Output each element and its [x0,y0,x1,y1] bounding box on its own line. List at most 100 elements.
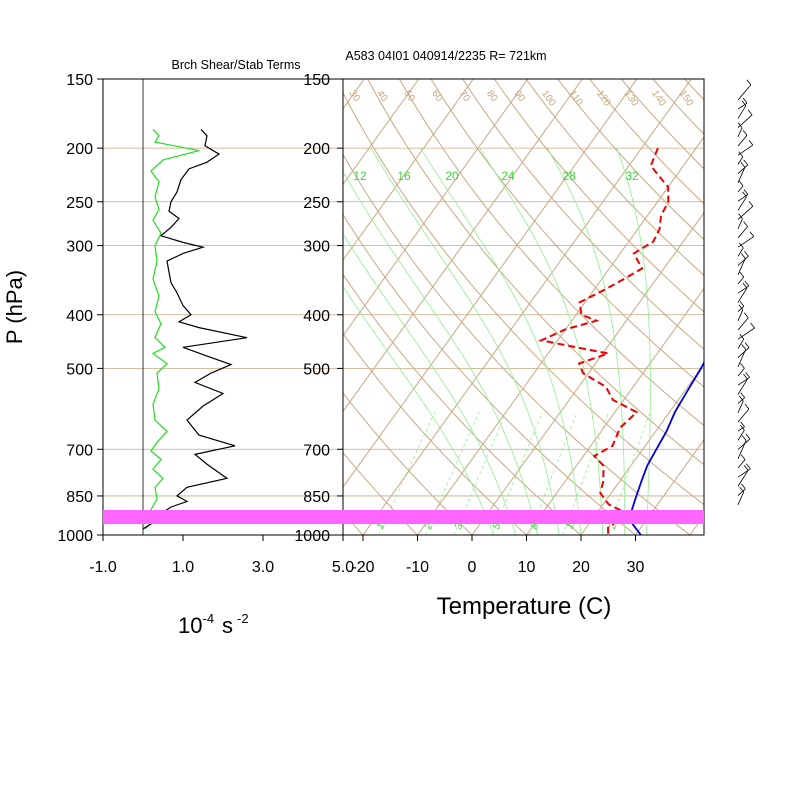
dry-adiabat [343,273,582,535]
wind-barb [737,426,745,432]
wind-barb [737,397,745,404]
mixing-ratio-line [562,412,609,535]
theta-label: 120 [594,88,613,108]
right-y-tick-label: 300 [303,239,330,256]
wind-barb [737,317,749,331]
wind-barb [737,327,755,340]
isotherm [343,79,474,261]
wind-barb-flag [745,372,750,378]
right-y-tick-label: 400 [303,308,330,325]
right-y-tick-label: 200 [303,141,330,158]
moist-adiabat [479,147,604,535]
wind-barb-flag [743,189,749,195]
wind-barb [737,347,750,358]
dewpoint-line [538,147,670,535]
mixing-bottom-label: 2 [423,521,436,532]
skew-t-frame [342,78,705,536]
wind-barb [737,102,748,110]
right-x-axis: -20 -10 0 10 20 30 [351,535,645,576]
right-x-axis-label: Temperature (C) [437,593,612,620]
theta-label: 140 [649,88,668,108]
mixing-top-label: 28 [562,169,576,183]
theta-label: 50 [402,88,418,104]
mixing-ratio-labels: 121620242832123581220 [353,169,639,532]
right-y-tick-label: 150 [303,72,330,89]
mixing-top-label: 24 [501,169,515,183]
left-y-tick-label: 400 [66,308,93,325]
dry-adiabat [716,79,800,535]
wind-barb [737,400,744,413]
isotherm [362,79,692,535]
wind-barb [737,105,747,119]
wind-barb-flag [739,333,745,340]
right-y-tick-label: 850 [303,489,330,506]
wind-barb [737,185,744,193]
mixing-ratio-line [606,412,651,535]
wind-barb [737,226,748,239]
wind-barb [737,488,746,496]
wind-barb-flag [743,159,749,166]
wind-barb [737,287,748,303]
isotherm [0,79,201,535]
theta-label: 100 [539,88,558,108]
wind-barbs [737,79,755,505]
right-x-tick-label: 0 [468,559,477,576]
dry-adiabat [462,79,704,350]
left-y-tick-label: 150 [66,72,93,89]
right-x-tick-label: -20 [351,559,374,576]
wind-barb-flag [743,221,748,227]
wind-barb [737,309,744,321]
wind-barb [737,378,748,395]
isotherm [580,363,704,535]
wind-barb-flag [741,100,747,106]
left-y-tick-label: 700 [66,442,93,459]
wind-barb-flag [738,304,744,311]
shear-term-line [142,128,248,530]
right-y-tick-label: 250 [303,195,330,212]
theta-label: 90 [512,88,528,104]
mixing-top-label: 16 [397,169,411,183]
wind-barb [737,491,745,505]
isotherm [635,439,704,535]
wind-barb [737,349,747,367]
right-x-tick-label: 20 [572,559,590,576]
left-y-tick-label: 250 [66,195,93,212]
dry-adiabat [343,392,473,535]
wind-barb-flag [742,191,747,198]
wind-barb [737,194,749,202]
moist-adiabat [420,147,582,535]
wind-barb [737,377,750,386]
wind-barb-flag [740,421,745,427]
wind-barb [737,305,745,312]
wind-barb-flag [741,435,747,441]
isotherm [471,211,704,535]
left-y-tick-label: 300 [66,239,93,256]
dry-adiabat [557,79,704,241]
wind-barb [737,135,748,147]
wind-barb [737,440,747,459]
wind-barb [737,236,755,248]
wind-barb-flag [743,373,748,380]
wind-barb-flag [740,454,746,460]
x-label-base: 10 [178,613,202,638]
moist-adiabat [370,147,560,535]
dry-adiabat [684,79,704,101]
theta-label: 70 [457,88,473,104]
left-x-tick-label: -1.0 [89,559,117,576]
isotherm [343,79,420,186]
left-y-tick-label: 500 [66,361,93,378]
wind-barb [737,368,745,377]
wind-barb-flag [742,282,748,289]
isotherm [0,79,255,535]
wind-barb-flag [739,300,745,307]
wind-barb-flag [745,433,751,440]
dry-adiabat [430,79,704,388]
mixing-bottom-label: 5 [491,521,504,532]
wind-barb-flag [737,122,743,128]
isotherm [417,136,704,535]
dry-adiabat [525,79,704,277]
x-label-unit-exponent: -2 [237,611,249,626]
dry-adiabat [493,79,704,313]
x-label-unit: s [222,613,233,638]
